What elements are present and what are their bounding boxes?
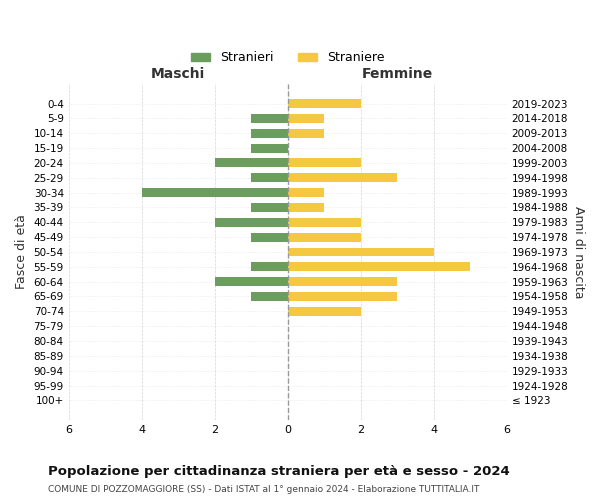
Y-axis label: Anni di nascita: Anni di nascita xyxy=(572,206,585,298)
Bar xyxy=(251,262,287,272)
Text: Maschi: Maschi xyxy=(151,68,205,82)
Bar xyxy=(251,144,287,152)
Text: Femmine: Femmine xyxy=(362,68,433,82)
Bar xyxy=(287,203,324,212)
Bar xyxy=(287,129,324,138)
Bar xyxy=(251,114,287,123)
Bar xyxy=(287,248,434,256)
Y-axis label: Fasce di età: Fasce di età xyxy=(15,214,28,290)
Bar xyxy=(215,218,287,226)
Bar xyxy=(287,262,470,272)
Text: COMUNE DI POZZOMAGGIORE (SS) - Dati ISTAT al 1° gennaio 2024 - Elaborazione TUTT: COMUNE DI POZZOMAGGIORE (SS) - Dati ISTA… xyxy=(48,485,479,494)
Bar xyxy=(251,292,287,301)
Bar xyxy=(215,277,287,286)
Bar xyxy=(287,277,397,286)
Bar xyxy=(287,218,361,226)
Bar xyxy=(287,292,397,301)
Bar xyxy=(142,188,287,197)
Bar xyxy=(287,158,361,168)
Legend: Stranieri, Straniere: Stranieri, Straniere xyxy=(186,46,389,70)
Bar xyxy=(251,174,287,182)
Bar xyxy=(287,174,397,182)
Text: Popolazione per cittadinanza straniera per età e sesso - 2024: Popolazione per cittadinanza straniera p… xyxy=(48,465,510,478)
Bar xyxy=(287,307,361,316)
Bar xyxy=(215,158,287,168)
Bar xyxy=(251,203,287,212)
Bar xyxy=(287,99,361,108)
Bar xyxy=(287,188,324,197)
Bar xyxy=(251,232,287,241)
Bar xyxy=(287,114,324,123)
Bar xyxy=(251,129,287,138)
Bar xyxy=(287,232,361,241)
